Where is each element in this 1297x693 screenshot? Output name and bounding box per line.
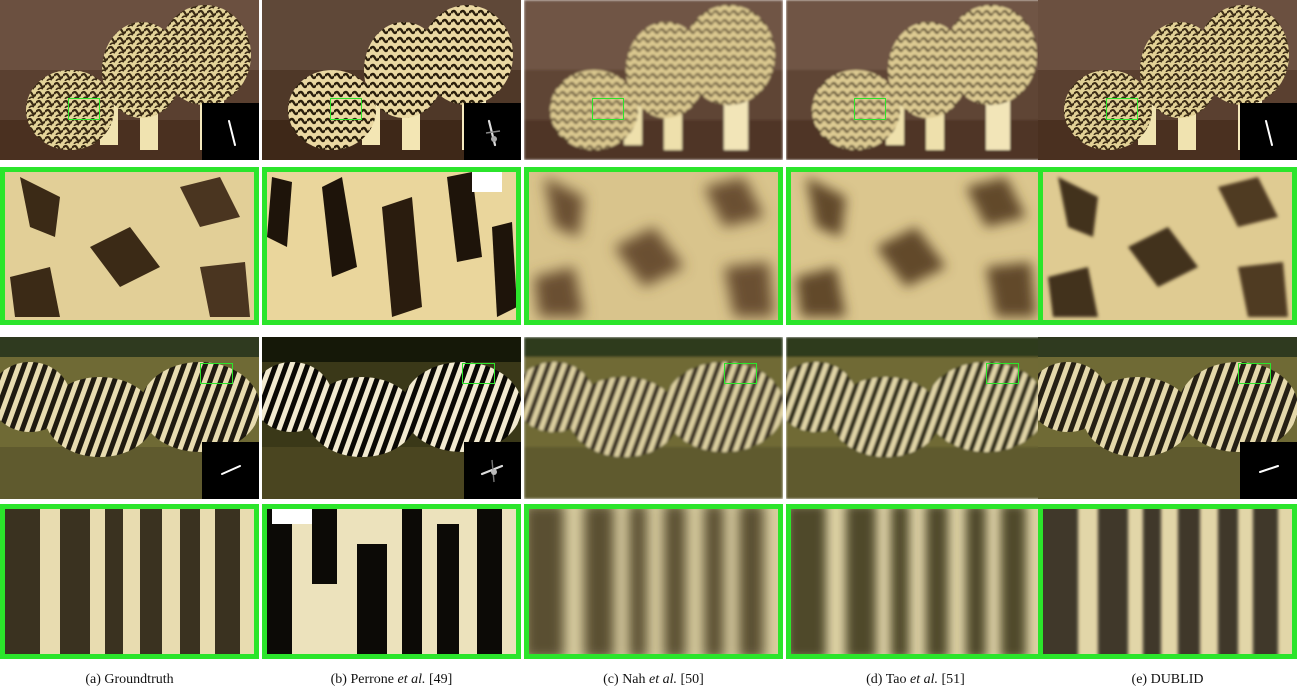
mushroom-scene-image — [524, 0, 783, 160]
zebra-zoom-graphic — [262, 504, 521, 659]
column-nah: (c) Nah et al. [50] — [524, 0, 783, 693]
mushroom-zoom-image — [1038, 167, 1297, 325]
caption-method: DUBLID — [1150, 672, 1204, 687]
caption-method: Nah — [622, 672, 650, 687]
mushroom-zoom-image — [786, 167, 1045, 325]
mushroom-scene-graphic — [524, 0, 783, 160]
mushroom-scene-image — [786, 0, 1045, 160]
mushroom-scene-image — [0, 0, 259, 160]
mushroom-zoom-graphic — [262, 167, 521, 325]
caption-etal: et al. — [649, 672, 678, 687]
zebra-zoom-graphic — [0, 504, 259, 659]
zebra-scene-image — [1038, 337, 1297, 499]
caption-method: Tao — [885, 672, 911, 687]
roi-box — [462, 363, 495, 384]
roi-box — [1106, 98, 1138, 120]
caption-label: (c) — [603, 672, 623, 687]
caption-label: (e) — [1131, 672, 1151, 687]
zebra-scene-image — [0, 337, 259, 499]
caption-method: Perrone — [350, 672, 398, 687]
caption-groundtruth: (a) Groundtruth — [0, 672, 259, 688]
caption-tao: (d) Tao et al. [51] — [786, 672, 1045, 688]
caption-etal: et al. — [910, 672, 939, 687]
roi-box — [1238, 363, 1271, 384]
mushroom-zoom-image — [524, 167, 783, 325]
roi-box — [986, 363, 1019, 384]
column-perrone: (b) Perrone et al. [49] — [262, 0, 521, 693]
caption-label: (b) — [330, 672, 351, 687]
column-tao: (d) Tao et al. [51] — [786, 0, 1045, 693]
caption-ref: [49] — [425, 672, 453, 687]
mushroom-scene-image — [262, 0, 521, 160]
roi-box — [592, 98, 624, 120]
caption-nah: (c) Nah et al. [50] — [524, 672, 783, 688]
caption-dublid: (e) DUBLID — [1038, 672, 1297, 688]
caption-ref: [50] — [677, 672, 704, 687]
zebra-zoom-graphic — [524, 504, 783, 659]
blur-kernel-icon — [464, 103, 521, 160]
mushroom-zoom-graphic — [0, 167, 259, 325]
zebra-zoom-image — [786, 504, 1045, 659]
mushroom-scene-image — [1038, 0, 1297, 160]
caption-perrone: (b) Perrone et al. [49] — [262, 672, 521, 688]
zebra-zoom-image — [1038, 504, 1297, 659]
mushroom-zoom-graphic — [786, 167, 1045, 325]
caption-etal: et al. — [397, 672, 426, 687]
roi-box — [68, 98, 100, 120]
mushroom-zoom-graphic — [1038, 167, 1297, 325]
blur-kernel-icon — [1240, 442, 1297, 499]
roi-box — [200, 363, 233, 384]
caption-ref: [51] — [938, 672, 965, 687]
roi-box — [330, 98, 362, 120]
mushroom-scene-graphic — [786, 0, 1045, 160]
zebra-zoom-graphic — [1038, 504, 1297, 659]
zebra-scene-image — [524, 337, 783, 499]
mushroom-zoom-graphic — [524, 167, 783, 325]
blur-kernel-icon — [464, 442, 521, 499]
blur-kernel-icon — [1240, 103, 1297, 160]
zebra-zoom-image — [524, 504, 783, 659]
column-groundtruth: (a) Groundtruth — [0, 0, 259, 693]
mushroom-zoom-image — [262, 167, 521, 325]
zebra-zoom-image — [262, 504, 521, 659]
zebra-zoom-image — [0, 504, 259, 659]
zebra-scene-graphic — [786, 337, 1045, 499]
blur-kernel-icon — [202, 442, 259, 499]
zebra-scene-image — [262, 337, 521, 499]
zebra-scene-graphic — [524, 337, 783, 499]
mushroom-zoom-image — [0, 167, 259, 325]
caption-label: (a) — [85, 672, 105, 687]
roi-box — [854, 98, 886, 120]
roi-box — [724, 363, 757, 384]
blur-kernel-icon — [202, 103, 259, 160]
caption-method: Groundtruth — [104, 672, 174, 687]
caption-label: (d) — [866, 672, 886, 687]
zebra-scene-image — [786, 337, 1045, 499]
column-dublid: (e) DUBLID — [1038, 0, 1297, 693]
zebra-scene-graphic — [0, 337, 259, 499]
zebra-zoom-graphic — [786, 504, 1045, 659]
